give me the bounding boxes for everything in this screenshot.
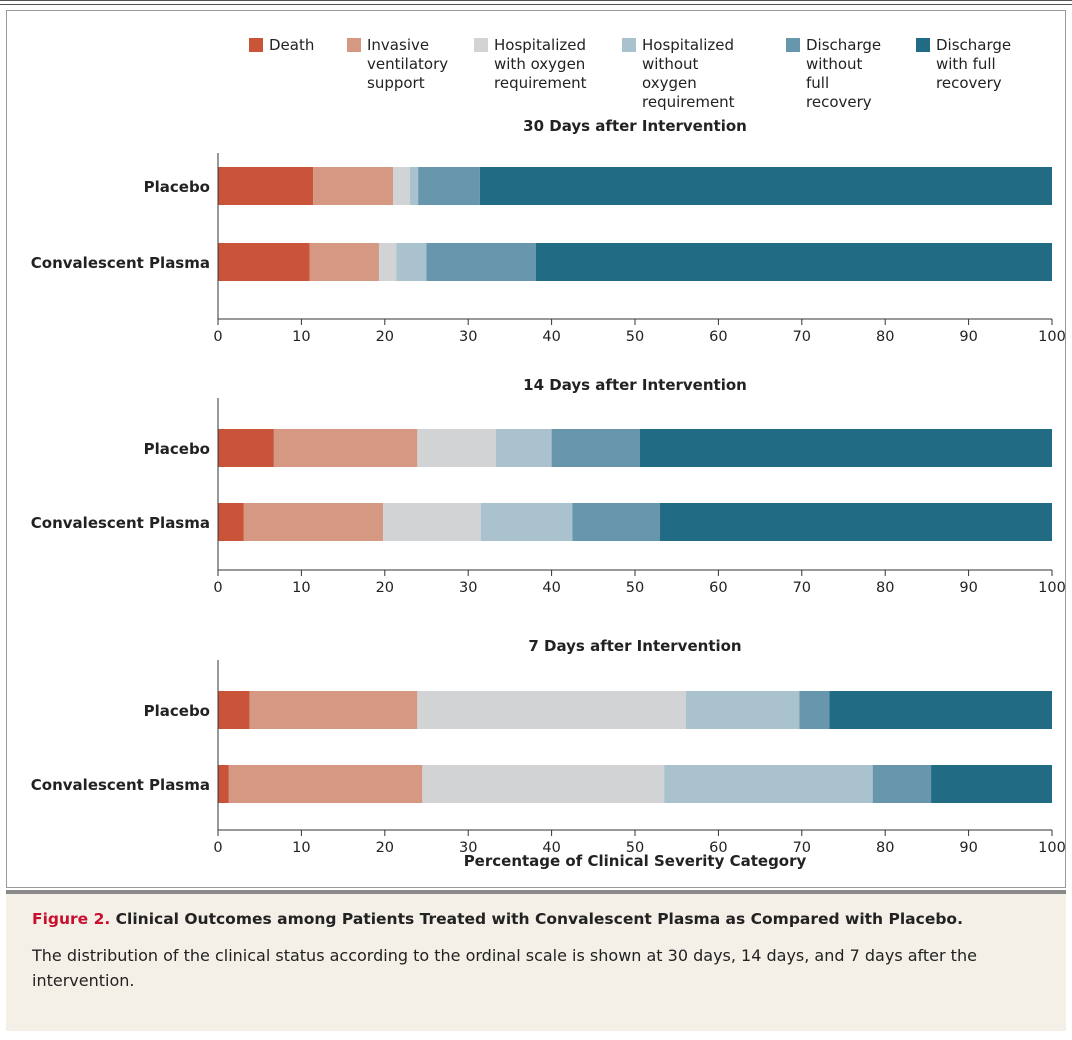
bar-label: Convalescent Plasma <box>31 514 210 532</box>
bar-segment-hosp-no-oxygen <box>495 429 552 467</box>
bar-label: Placebo <box>144 178 210 196</box>
bar-segment-invasive <box>243 503 384 541</box>
x-tick-label: 70 <box>793 329 811 345</box>
x-tick-label: 90 <box>959 840 977 856</box>
legend-label-death: Death <box>269 36 315 54</box>
x-tick-label: 90 <box>959 329 977 345</box>
x-tick-label: 40 <box>542 580 560 596</box>
bar-segment-discharge-partial <box>551 429 641 467</box>
x-tick-label: 40 <box>542 840 560 856</box>
bar-segment-hosp-no-oxygen <box>409 167 419 205</box>
bar-segment-discharge-partial <box>799 691 830 729</box>
bar-segment-death <box>218 243 310 281</box>
bar-segment-invasive <box>228 765 423 803</box>
panel-title: 7 Days after Intervention <box>528 637 741 655</box>
figure-caption: Figure 2. Clinical Outcomes among Patien… <box>6 890 1066 1031</box>
x-tick-label: 20 <box>376 840 394 856</box>
bar-segment-discharge-full <box>660 503 1052 541</box>
caption-body: The distribution of the clinical status … <box>32 946 977 990</box>
x-tick-label: 50 <box>626 329 644 345</box>
bar-segment-discharge-partial <box>872 765 932 803</box>
bar-segment-hosp-oxygen <box>383 503 481 541</box>
x-tick-label: 70 <box>793 840 811 856</box>
caption-title: Clinical Outcomes among Patients Treated… <box>115 910 963 928</box>
bar-label: Convalescent Plasma <box>31 254 210 272</box>
x-tick-label: 0 <box>213 329 222 345</box>
legend-swatch-discharge-full <box>916 38 930 52</box>
caption-title-line: Figure 2. Clinical Outcomes among Patien… <box>32 910 963 928</box>
x-tick-label: 0 <box>213 840 222 856</box>
bar-segment-discharge-full <box>479 167 1053 205</box>
bar-segment-invasive <box>309 243 379 281</box>
bar-segment-death <box>218 503 244 541</box>
x-tick-label: 10 <box>292 580 310 596</box>
bar-segment-death <box>218 765 229 803</box>
x-tick-label: 20 <box>376 329 394 345</box>
legend-label-discharge-partial: Discharge without full recovery <box>806 36 882 111</box>
x-tick-label: 100 <box>1038 329 1066 345</box>
bar-segment-invasive <box>313 167 394 205</box>
bar-segment-invasive <box>249 691 418 729</box>
x-tick-label: 30 <box>459 840 477 856</box>
legend: Death Invasive ventilatory support Hospi… <box>0 0 1072 111</box>
panel-title: 14 Days after Intervention <box>523 376 747 394</box>
x-tick-label: 70 <box>793 580 811 596</box>
bar-segment-discharge-full <box>640 429 1052 467</box>
x-tick-label: 90 <box>959 580 977 596</box>
legend-swatch-death <box>249 38 263 52</box>
x-tick-label: 100 <box>1038 580 1066 596</box>
bar-label: Convalescent Plasma <box>31 776 210 794</box>
bar-segment-hosp-no-oxygen <box>685 691 800 729</box>
bar-segment-hosp-oxygen <box>393 167 410 205</box>
legend-swatch-invasive <box>347 38 361 52</box>
bar-segment-hosp-no-oxygen <box>396 243 427 281</box>
bar-segment-discharge-full <box>829 691 1052 729</box>
legend-label-invasive: Invasive ventilatory support <box>367 36 449 92</box>
bar-label: Placebo <box>144 440 210 458</box>
x-tick-label: 60 <box>709 329 727 345</box>
panel-title: 30 Days after Intervention <box>523 117 747 135</box>
x-axis-title: Percentage of Clinical Severity Category <box>464 852 807 870</box>
legend-swatch-hosp-oxygen <box>474 38 488 52</box>
bar-segment-invasive <box>273 429 418 467</box>
bar-segment-death <box>218 429 274 467</box>
legend-label-hosp-no-oxygen: Hospitalized without oxygen requirement <box>642 36 735 111</box>
legend-label-discharge-full: Discharge with full recovery <box>936 36 1012 92</box>
figure-label: Figure 2. <box>32 910 111 928</box>
x-tick-label: 10 <box>292 329 310 345</box>
bar-segment-discharge-partial <box>572 503 661 541</box>
x-tick-label: 50 <box>626 840 644 856</box>
bar-segment-discharge-full <box>931 765 1052 803</box>
x-tick-label: 100 <box>1038 840 1066 856</box>
x-tick-label: 80 <box>876 840 894 856</box>
bar-segment-discharge-full <box>535 243 1052 281</box>
bar-segment-hosp-oxygen <box>417 429 496 467</box>
bar-segment-hosp-oxygen <box>422 765 665 803</box>
x-tick-label: 50 <box>626 580 644 596</box>
bar-segment-hosp-oxygen <box>417 691 686 729</box>
x-tick-label: 80 <box>876 580 894 596</box>
x-tick-label: 80 <box>876 329 894 345</box>
bar-segment-hosp-no-oxygen <box>664 765 873 803</box>
x-tick-label: 60 <box>709 840 727 856</box>
bar-segment-death <box>218 691 250 729</box>
x-tick-label: 30 <box>459 329 477 345</box>
top-rule <box>0 0 1072 5</box>
bar-label: Placebo <box>144 702 210 720</box>
legend-swatch-hosp-no-oxygen <box>622 38 636 52</box>
x-tick-label: 60 <box>709 580 727 596</box>
x-tick-label: 40 <box>542 329 560 345</box>
legend-label-hosp-oxygen: Hospitalized with oxygen requirement <box>494 36 587 92</box>
bar-segment-death <box>218 167 314 205</box>
bar-segment-discharge-partial <box>418 167 480 205</box>
bar-segment-hosp-no-oxygen <box>480 503 573 541</box>
legend-swatch-discharge-partial <box>786 38 800 52</box>
bar-segment-hosp-oxygen <box>378 243 397 281</box>
x-tick-label: 20 <box>376 580 394 596</box>
x-tick-label: 10 <box>292 840 310 856</box>
bar-segment-discharge-partial <box>426 243 536 281</box>
x-tick-label: 0 <box>213 580 222 596</box>
x-tick-label: 30 <box>459 580 477 596</box>
stacked-bar-chart: 30 Days after Intervention Placebo Convale… <box>31 117 1066 870</box>
